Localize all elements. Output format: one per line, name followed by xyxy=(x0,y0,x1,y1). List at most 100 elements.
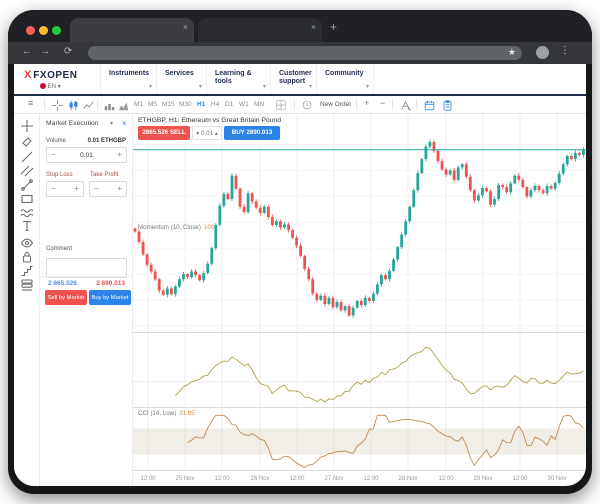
chevron-down-icon: ▾ xyxy=(57,84,61,90)
chevron-down-icon[interactable]: ▾ xyxy=(196,130,200,137)
trendline-tool-icon[interactable] xyxy=(20,178,34,192)
rectangle-tool-icon[interactable] xyxy=(20,192,34,206)
refresh-icon[interactable]: ⟳ xyxy=(64,46,73,57)
zoom-out-icon[interactable]: − xyxy=(380,98,386,108)
volume-unit: 0.01 ETHGBP xyxy=(87,138,126,144)
comment-input[interactable] xyxy=(46,258,127,278)
candle-body xyxy=(303,255,307,269)
stop-loss-minus-button[interactable]: − xyxy=(51,184,56,193)
x-axis-label: 29 Nov xyxy=(473,476,492,482)
visibility-eye-icon[interactable] xyxy=(20,236,34,250)
eraser-tool-icon[interactable] xyxy=(20,135,34,149)
browser-menu-icon[interactable]: ⋮ xyxy=(560,45,570,56)
nav-item-services[interactable]: Services ▾ xyxy=(156,64,206,94)
bookmark-star-icon[interactable]: ★ xyxy=(507,47,516,57)
nav-label: Learning & tools xyxy=(215,70,252,85)
x-axis-label: 27 Nov xyxy=(324,476,343,482)
volume-input[interactable]: 0.01 xyxy=(80,152,93,159)
area-chart-icon[interactable] xyxy=(118,100,129,111)
candlestick-chart-canvas[interactable]: 12:00 25 Nov 12:00 26 Nov 12:00 27 Nov 12:00 28… xyxy=(133,114,586,486)
timeframe-m15[interactable]: M15 xyxy=(162,101,175,108)
cci-value: 31.95 xyxy=(179,410,195,417)
candle-body xyxy=(222,193,226,206)
bar-chart-icon[interactable] xyxy=(104,100,115,111)
timeframe-mn[interactable]: MN xyxy=(254,101,265,108)
tab-close-icon[interactable]: × xyxy=(182,22,188,32)
text-annotation-icon[interactable] xyxy=(400,100,411,111)
nav-item-instruments[interactable]: Instruments ▾ xyxy=(100,64,156,94)
text-tool-icon[interactable] xyxy=(20,219,34,233)
candle-body xyxy=(279,221,282,228)
steps-levels-icon[interactable] xyxy=(20,264,34,278)
layers-objects-icon[interactable] xyxy=(20,278,34,292)
timeframe-h1-active[interactable]: H1 xyxy=(197,101,206,108)
take-profit-minus-button[interactable]: − xyxy=(94,184,99,193)
traffic-light-close[interactable] xyxy=(26,26,35,35)
traffic-light-maximize[interactable] xyxy=(52,26,61,35)
cci-name: CCI (14, Low) xyxy=(138,410,177,417)
new-tab-button[interactable]: + xyxy=(330,20,338,34)
nav-item-learning-tools[interactable]: Learning & tools ▾ xyxy=(206,64,270,94)
calendar-icon[interactable] xyxy=(424,100,435,111)
volume-minus-button[interactable]: − xyxy=(51,150,56,159)
browser-tab-active[interactable]: × xyxy=(70,18,194,42)
line-tool-icon[interactable] xyxy=(20,150,34,164)
crosshair-cursor-icon[interactable] xyxy=(52,100,63,111)
candle-body xyxy=(444,169,448,175)
market-execution-panel: Market Execution ▾ × Volume 0.01 ETHGBP … xyxy=(40,114,133,486)
hamburger-menu-icon[interactable]: ≡ xyxy=(28,98,34,108)
take-profit-plus-button[interactable]: + xyxy=(117,184,122,193)
traffic-light-minimize[interactable] xyxy=(39,26,48,35)
candle-body xyxy=(513,175,517,184)
timeframe-w1[interactable]: W1 xyxy=(239,101,249,108)
forward-icon[interactable]: → xyxy=(40,46,50,57)
clipboard-icon[interactable] xyxy=(442,100,453,111)
line-chart-type-icon[interactable] xyxy=(83,100,94,111)
chart-toolbar: ≡ M1 M5 M15 M30 H1 H4 D1 W1 MN New Order… xyxy=(14,96,586,114)
lock-icon[interactable] xyxy=(20,250,34,264)
browser-tab-inactive[interactable]: × xyxy=(198,18,322,42)
timeframe-d1[interactable]: D1 xyxy=(225,101,234,108)
wave-tool-icon[interactable] xyxy=(20,206,34,220)
candle-body xyxy=(137,231,141,242)
language-selector[interactable]: EN ▾ xyxy=(40,83,61,90)
close-panel-icon[interactable]: × xyxy=(122,119,127,128)
chevron-down-icon[interactable]: ▾ xyxy=(110,121,114,127)
lot-size-stepper[interactable]: ▾ 0.01 ▴ xyxy=(192,126,222,140)
candle-body xyxy=(299,245,303,256)
profile-avatar[interactable] xyxy=(536,46,549,59)
nav-item-community[interactable]: Community ▾ xyxy=(316,64,374,94)
candle-body xyxy=(133,228,137,232)
stop-loss-plus-button[interactable]: + xyxy=(74,184,79,193)
chart-area[interactable]: ETHGBP, H1: Ethereum vs Great Britain Po… xyxy=(133,114,586,486)
candle-body xyxy=(533,186,537,191)
candle-body xyxy=(355,300,359,308)
grid-layout-icon[interactable] xyxy=(276,100,286,110)
candle-body xyxy=(153,271,157,280)
timeframe-m5[interactable]: M5 xyxy=(148,101,158,108)
timeframe-m30[interactable]: M30 xyxy=(179,101,192,108)
channel-tool-icon[interactable] xyxy=(20,164,34,178)
tab-close-icon[interactable]: × xyxy=(310,22,316,32)
url-input[interactable]: ★ xyxy=(88,46,522,60)
sell-button[interactable]: 2865.526 SELL xyxy=(138,126,190,140)
zoom-in-icon[interactable]: + xyxy=(364,98,370,108)
back-icon[interactable]: ← xyxy=(22,46,32,57)
fxopen-logo[interactable]: X FXOPEN xyxy=(24,69,77,81)
nav-item-customer-support[interactable]: Customer support ▾ xyxy=(270,64,316,94)
candle-body xyxy=(210,248,214,264)
sell-by-market-button[interactable]: Sell by Market xyxy=(45,290,87,305)
candle-body xyxy=(202,273,206,281)
candlestick-chart-type-icon[interactable] xyxy=(68,100,79,111)
candle-body xyxy=(521,179,525,188)
chevron-up-icon[interactable]: ▴ xyxy=(214,130,218,137)
candle-body xyxy=(194,271,197,276)
crosshair-tool-icon[interactable] xyxy=(20,119,34,133)
clock-icon[interactable] xyxy=(302,100,312,110)
new-order-button[interactable]: New Order xyxy=(320,101,352,108)
buy-button[interactable]: BUY 2890.013 xyxy=(224,126,280,140)
volume-plus-button[interactable]: + xyxy=(117,150,122,159)
timeframe-m1[interactable]: M1 xyxy=(134,101,144,108)
buy-by-market-button[interactable]: Buy by Market xyxy=(89,290,131,305)
timeframe-h4[interactable]: H4 xyxy=(211,101,220,108)
